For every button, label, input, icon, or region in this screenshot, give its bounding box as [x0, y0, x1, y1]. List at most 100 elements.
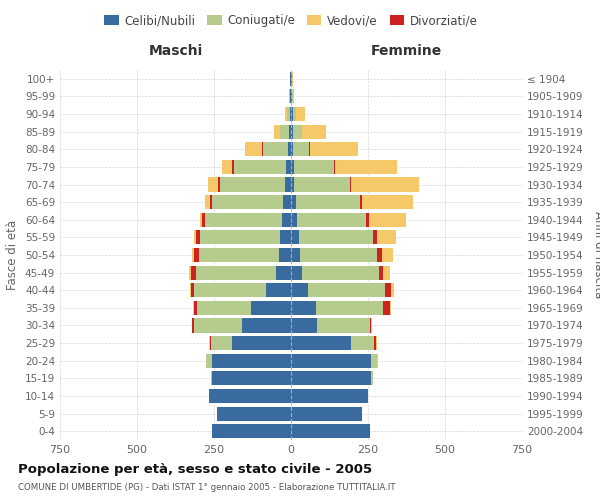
Bar [262, 142, 263, 156]
Bar [376, 336, 377, 350]
Bar [288, 142, 291, 156]
Bar [350, 178, 351, 192]
Bar [374, 336, 376, 350]
Bar [282, 212, 291, 227]
Bar [220, 178, 285, 192]
Bar [385, 283, 391, 298]
Bar [335, 160, 397, 174]
Bar [391, 283, 394, 298]
Bar [200, 230, 280, 244]
Bar [371, 354, 377, 368]
Bar [291, 90, 292, 104]
Bar [291, 266, 302, 280]
Bar [283, 195, 291, 209]
Bar [293, 107, 296, 121]
Bar [245, 142, 262, 156]
Bar [389, 301, 391, 315]
Bar [194, 283, 266, 298]
Bar [193, 318, 194, 332]
Bar [317, 318, 370, 332]
Bar [280, 124, 289, 138]
Bar [369, 212, 406, 227]
Bar [291, 72, 292, 86]
Bar [377, 354, 378, 368]
Bar [206, 354, 212, 368]
Bar [218, 178, 220, 192]
Bar [194, 318, 242, 332]
Bar [292, 72, 293, 86]
Y-axis label: Anni di nascita: Anni di nascita [592, 212, 600, 298]
Bar [193, 301, 194, 315]
Bar [302, 266, 379, 280]
Bar [294, 178, 350, 192]
Bar [293, 142, 310, 156]
Bar [297, 212, 367, 227]
Bar [334, 160, 335, 174]
Bar [367, 212, 369, 227]
Bar [251, 301, 291, 315]
Bar [196, 266, 275, 280]
Bar [292, 90, 293, 104]
Bar [234, 160, 286, 174]
Bar [286, 107, 287, 121]
Bar [194, 248, 199, 262]
Bar [212, 424, 291, 438]
Bar [291, 318, 317, 332]
Text: COMUNE DI UMBERTIDE (PG) - Dati ISTAT 1° gennaio 2005 - Elaborazione TUTTITALIA.: COMUNE DI UMBERTIDE (PG) - Dati ISTAT 1°… [18, 484, 395, 492]
Bar [371, 318, 372, 332]
Bar [278, 248, 291, 262]
Bar [302, 124, 326, 138]
Bar [209, 389, 291, 403]
Bar [290, 72, 291, 86]
Bar [291, 142, 293, 156]
Bar [191, 266, 196, 280]
Bar [212, 372, 291, 386]
Bar [291, 424, 370, 438]
Bar [266, 283, 291, 298]
Bar [217, 406, 291, 420]
Legend: Celibi/Nubili, Coniugati/e, Vedovi/e, Divorziati/e: Celibi/Nubili, Coniugati/e, Vedovi/e, Di… [100, 10, 482, 32]
Bar [194, 301, 197, 315]
Bar [383, 266, 389, 280]
Bar [208, 178, 218, 192]
Bar [291, 283, 308, 298]
Bar [286, 160, 291, 174]
Bar [200, 212, 202, 227]
Bar [291, 301, 316, 315]
Bar [190, 266, 191, 280]
Bar [199, 248, 278, 262]
Bar [210, 195, 212, 209]
Text: Popolazione per età, sesso e stato civile - 2005: Popolazione per età, sesso e stato civil… [18, 462, 372, 475]
Bar [274, 124, 280, 138]
Bar [212, 195, 283, 209]
Text: Femmine: Femmine [371, 44, 442, 58]
Bar [360, 195, 362, 209]
Bar [194, 230, 196, 244]
Bar [290, 107, 291, 121]
Bar [370, 318, 371, 332]
Bar [205, 212, 282, 227]
Bar [285, 178, 291, 192]
Y-axis label: Fasce di età: Fasce di età [7, 220, 19, 290]
Bar [382, 248, 392, 262]
Bar [209, 336, 210, 350]
Bar [291, 354, 371, 368]
Bar [296, 107, 305, 121]
Bar [290, 90, 291, 104]
Bar [212, 354, 291, 368]
Bar [351, 178, 419, 192]
Bar [299, 230, 373, 244]
Bar [291, 107, 293, 121]
Bar [291, 230, 299, 244]
Bar [291, 212, 297, 227]
Bar [308, 283, 385, 298]
Bar [287, 107, 290, 121]
Bar [371, 372, 373, 386]
Bar [300, 248, 377, 262]
Bar [211, 372, 212, 386]
Bar [291, 372, 371, 386]
Bar [293, 90, 294, 104]
Bar [291, 124, 293, 138]
Bar [222, 160, 232, 174]
Bar [263, 142, 288, 156]
